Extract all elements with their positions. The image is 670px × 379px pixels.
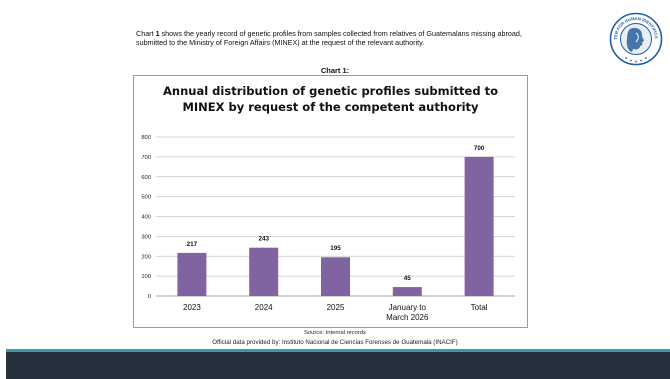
x-tick-label: March 2026 [386, 313, 429, 322]
footer-band [6, 352, 670, 379]
face-profile-icon [626, 27, 644, 52]
x-tick-label: January to [389, 303, 427, 312]
y-tick-label: 500 [141, 195, 151, 201]
chart-caption: Chart 1: [320, 66, 350, 75]
y-tick-label: 600 [141, 175, 151, 181]
intro-chart-number: 1 [155, 29, 160, 38]
intro-paragraph: Chart 1 shows the yearly record of genet… [136, 29, 536, 47]
intro-text: shows the yearly record of genetic profi… [136, 29, 522, 47]
y-tick-label: 100 [141, 274, 151, 280]
data-label: 195 [330, 245, 341, 252]
bar [249, 247, 279, 296]
data-label: 700 [474, 145, 485, 152]
y-tick-label: 800 [141, 135, 151, 141]
intro-chart-word: Chart [136, 29, 154, 38]
source-note: Source: Internal records [304, 330, 366, 336]
footer-accent-band [6, 349, 670, 352]
chart-title: Annual distribution of genetic profiles … [134, 83, 527, 115]
chart-container: Annual distribution of genetic profiles … [133, 75, 528, 328]
x-tick-label: 2025 [327, 303, 345, 312]
x-tick-label: 2023 [183, 303, 201, 312]
data-label: 45 [404, 275, 412, 282]
y-tick-label: 200 [141, 254, 151, 260]
y-tick-label: 700 [141, 155, 151, 161]
bar-chart-plot: 0 100 200 300 400 500 600 700 800 217 2023 243 2024 1… [141, 135, 515, 322]
official-data-note: Official data provided by: Instituto Nac… [212, 339, 458, 346]
y-tick-label: 300 [141, 234, 151, 240]
bar [177, 252, 207, 296]
data-label: 243 [258, 236, 269, 243]
bar [464, 156, 494, 296]
logo-stars [625, 57, 647, 63]
x-tick-label: 2024 [255, 303, 273, 312]
x-tick-label: Total [471, 303, 488, 312]
bar [392, 287, 422, 296]
y-tick-label: 0 [148, 294, 151, 300]
bar [321, 257, 350, 296]
chart-title-line-2: MINEX by request of the competent author… [182, 100, 479, 114]
institution-logo: CENTER FOR HUMAN IDENTIFICATION [609, 12, 663, 66]
data-label: 217 [187, 241, 198, 248]
face-profile-highlight-icon [635, 32, 639, 43]
y-tick-label: 400 [141, 215, 151, 221]
chart-title-line-1: Annual distribution of genetic profiles … [163, 84, 498, 98]
